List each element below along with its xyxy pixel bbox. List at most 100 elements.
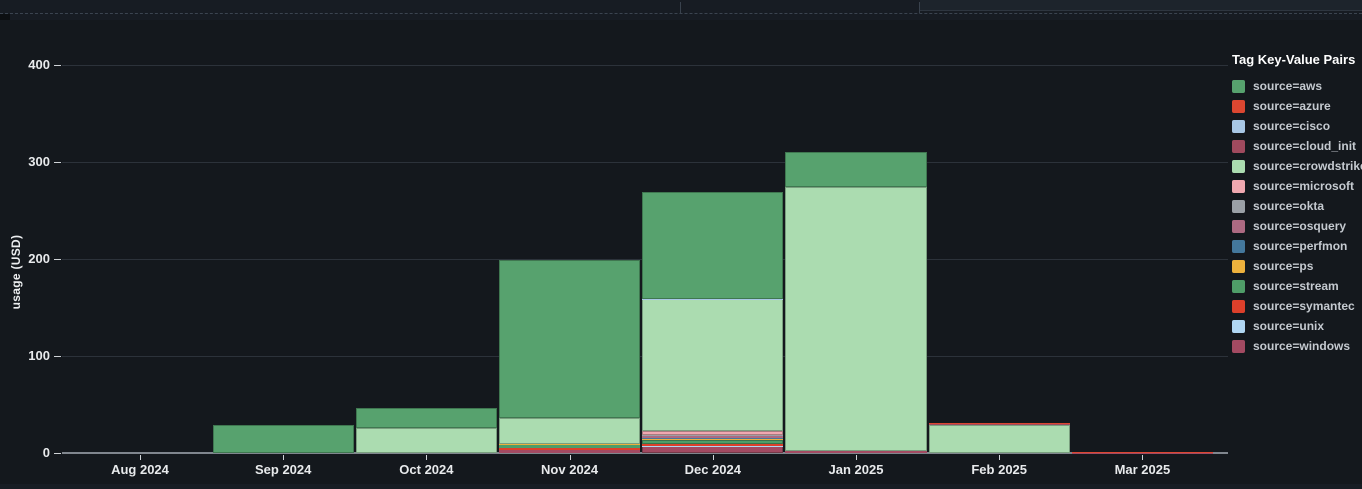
y-tick-label: 0 — [42, 445, 50, 460]
bar-segment-aws[interactable] — [785, 152, 927, 188]
legend-label: source=ps — [1253, 259, 1314, 273]
legend-label: source=osquery — [1253, 219, 1347, 233]
legend-item-aws[interactable]: source=aws — [1232, 76, 1362, 96]
x-tick-label: Oct 2024 — [399, 462, 454, 477]
x-tick-label: Nov 2024 — [541, 462, 599, 477]
legend-label: source=symantec — [1253, 299, 1355, 313]
legend-item-cisco[interactable]: source=cisco — [1232, 116, 1362, 136]
y-tick-mark — [54, 356, 61, 357]
bottom-strip — [0, 484, 1362, 489]
top-toolbar-notch — [0, 14, 10, 20]
legend-label: source=windows — [1253, 339, 1351, 353]
y-axis-title: usage (USD) — [9, 234, 23, 310]
bar-segment-okta[interactable] — [642, 435, 784, 437]
x-tick-mark — [569, 455, 571, 460]
legend-item-okta[interactable]: source=okta — [1232, 196, 1362, 216]
x-tick-mark — [999, 455, 1001, 460]
x-tick-mark — [283, 455, 285, 460]
bar-segment-unix[interactable] — [642, 445, 784, 447]
bar-segment-windows[interactable] — [785, 451, 927, 453]
x-axis-line — [62, 452, 1228, 454]
y-tick-mark — [54, 259, 61, 260]
bar-segment-ps[interactable] — [499, 444, 641, 446]
legend-label: source=perfmon — [1253, 239, 1348, 253]
bar-segment-windows[interactable] — [1071, 452, 1213, 454]
legend-label: source=azure — [1253, 99, 1331, 113]
legend-label: source=stream — [1253, 279, 1339, 293]
bar-segment-osquery[interactable] — [642, 436, 784, 438]
x-tick-mark — [712, 455, 714, 460]
y-tick-label: 300 — [28, 154, 50, 169]
legend-swatch-aws — [1232, 79, 1245, 93]
x-tick-label: Jan 2025 — [828, 462, 884, 477]
bar-segment-symantec[interactable] — [499, 448, 641, 451]
bar-segment-crowdstrike[interactable] — [928, 424, 1070, 453]
legend-item-windows[interactable]: source=windows — [1232, 336, 1362, 356]
x-tick-label: Feb 2025 — [971, 462, 1028, 477]
bar-segment-perfmon[interactable] — [642, 437, 784, 439]
bar-segment-azure[interactable] — [928, 422, 1070, 424]
legend-label: source=okta — [1253, 199, 1325, 213]
x-tick-mark — [1142, 455, 1144, 460]
legend-swatch-stream — [1232, 279, 1245, 293]
bar-segment-windows[interactable] — [499, 450, 641, 453]
bar-segment-stream[interactable] — [499, 445, 641, 449]
top-toolbar-right-segment — [920, 0, 1362, 11]
y-tick-label: 200 — [28, 251, 50, 266]
legend-item-ps[interactable]: source=ps — [1232, 256, 1362, 276]
top-toolbar-separator — [919, 2, 920, 13]
legend-items: source=aws source=azure source=cisco source… — [1232, 76, 1362, 356]
top-toolbar-separator — [680, 2, 681, 13]
bar-segment-crowdstrike[interactable] — [642, 299, 784, 432]
bar-segment-aws[interactable] — [499, 259, 641, 419]
bar-segment-microsoft[interactable] — [642, 431, 784, 436]
bar-segment-symantec[interactable] — [642, 444, 784, 446]
legend-item-osquery[interactable]: source=osquery — [1232, 216, 1362, 236]
legend-item-stream[interactable]: source=stream — [1232, 276, 1362, 296]
chart-legend: Tag Key-Value Pairs source=aws source=azu… — [1232, 52, 1362, 356]
x-tick-label: Sep 2024 — [255, 462, 312, 477]
bar-segment-cisco[interactable] — [642, 298, 784, 300]
legend-item-perfmon[interactable]: source=perfmon — [1232, 236, 1362, 256]
x-tick-mark — [856, 455, 857, 460]
y-tick-mark — [54, 65, 61, 66]
bar-segment-aws[interactable] — [355, 408, 497, 428]
legend-swatch-okta — [1232, 199, 1245, 213]
legend-item-symantec[interactable]: source=symantec — [1232, 296, 1362, 316]
y-tick-label: 100 — [28, 348, 50, 363]
y-tick-mark — [54, 162, 61, 163]
bar-segment-crowdstrike[interactable] — [499, 418, 641, 445]
legend-swatch-osquery — [1232, 219, 1245, 233]
legend-item-cloud_init[interactable]: source=cloud_init — [1232, 136, 1362, 156]
legend-swatch-cisco — [1232, 119, 1245, 133]
x-tick-label: Dec 2024 — [684, 462, 741, 477]
bar-segment-aws[interactable] — [642, 192, 784, 299]
legend-swatch-ps — [1232, 259, 1245, 273]
legend-swatch-symantec — [1232, 299, 1245, 313]
bar-segment-ps[interactable] — [642, 438, 784, 441]
y-tick-label: 400 — [28, 57, 50, 72]
bar-segment-aws[interactable] — [212, 424, 354, 453]
bar-segment-azure[interactable] — [1071, 451, 1213, 453]
y-tick-mark — [54, 453, 61, 454]
legend-item-microsoft[interactable]: source=microsoft — [1232, 176, 1362, 196]
bar-segment-stream[interactable] — [642, 440, 784, 445]
legend-item-azure[interactable]: source=azure — [1232, 96, 1362, 116]
legend-swatch-microsoft — [1232, 179, 1245, 193]
gridline-y-300 — [62, 162, 1228, 163]
legend-swatch-crowdstrike — [1232, 159, 1245, 173]
legend-label: source=unix — [1253, 319, 1325, 333]
bar-segment-crowdstrike[interactable] — [355, 427, 497, 453]
legend-item-unix[interactable]: source=unix — [1232, 316, 1362, 336]
bar-segment-windows[interactable] — [642, 446, 784, 453]
legend-swatch-cloud_init — [1232, 139, 1245, 153]
legend-swatch-azure — [1232, 99, 1245, 113]
bar-segment-crowdstrike[interactable] — [785, 187, 927, 452]
legend-swatch-windows — [1232, 339, 1245, 353]
legend-item-crowdstrike[interactable]: source=crowdstrike — [1232, 156, 1362, 176]
usage-stacked-bar-chart: usage (USD) 0 100 200 300 400 Aug 2024 Sep 202… — [0, 20, 1362, 489]
x-tick-mark — [426, 455, 428, 460]
bar-segment-cloud_init[interactable] — [928, 423, 1070, 425]
legend-label: source=cloud_init — [1253, 139, 1357, 153]
